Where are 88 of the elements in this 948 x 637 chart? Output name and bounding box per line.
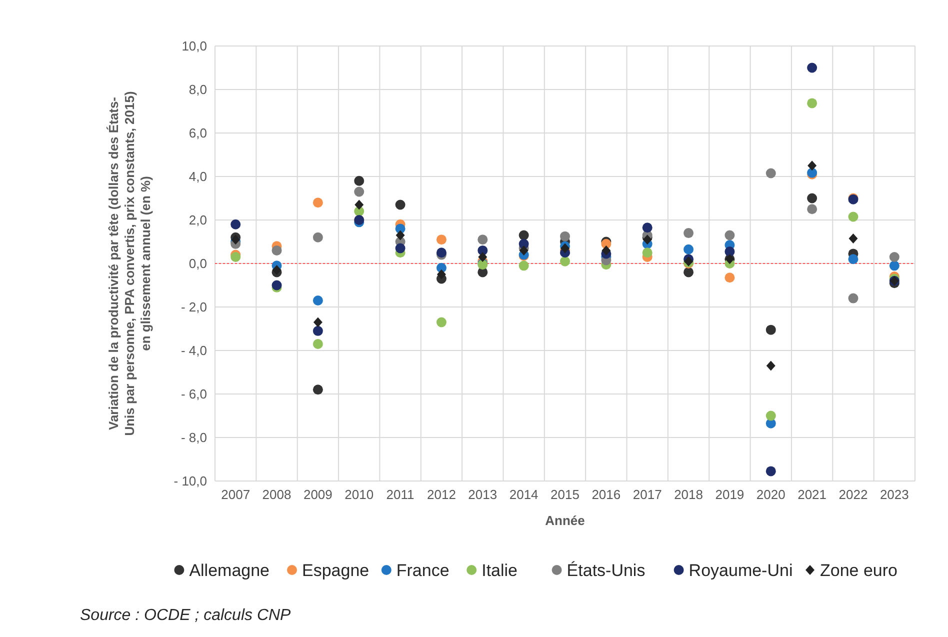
- x-tick-label: 2015: [550, 487, 580, 502]
- point: [684, 244, 694, 254]
- point: [354, 186, 364, 197]
- legend-label: Zone euro: [820, 560, 898, 580]
- point: [766, 360, 776, 371]
- y-tick-label: 2,0: [188, 212, 207, 228]
- legend-label: États-Unis: [566, 560, 646, 580]
- point: [807, 98, 818, 108]
- x-tick-label: 2022: [838, 487, 868, 502]
- y-tick-label: 4,0: [188, 169, 207, 184]
- y-tick-label: 6,0: [188, 126, 207, 141]
- point: [766, 410, 776, 421]
- point: [560, 256, 570, 266]
- y-tick-label: - 6,0: [180, 386, 207, 402]
- x-tick-label: 2010: [344, 487, 374, 502]
- point: [642, 248, 652, 258]
- x-tick-label: 2013: [468, 487, 498, 502]
- point: [354, 176, 364, 186]
- legend-label: France: [396, 560, 450, 580]
- y-tick-label: - 10,0: [174, 474, 207, 489]
- point: [312, 326, 323, 336]
- point: [395, 243, 406, 254]
- point: [602, 245, 611, 256]
- point: [560, 231, 570, 242]
- x-tick-label: 2009: [303, 487, 332, 502]
- point: [807, 204, 818, 214]
- x-tick-label: 2014: [509, 487, 538, 502]
- y-tick-label: - 2,0: [180, 300, 207, 315]
- point: [313, 317, 322, 328]
- x-tick-label: 2011: [386, 487, 414, 502]
- x-tick-label: 2008: [262, 487, 292, 502]
- point: [312, 295, 323, 306]
- point: [684, 228, 694, 238]
- source-note: Source : OCDE ; calculs CNP: [80, 607, 292, 624]
- point: [766, 324, 776, 335]
- y-tick-label: 8,0: [188, 82, 207, 98]
- point: [684, 267, 694, 278]
- x-tick-label: 2016: [592, 487, 621, 502]
- legend-label: Espagne: [302, 560, 370, 580]
- point: [889, 260, 900, 271]
- point: [766, 466, 776, 476]
- x-tick-label: 2021: [798, 487, 827, 502]
- y-tick-label: 10,0: [182, 38, 207, 54]
- x-tick-label: 2017: [632, 487, 662, 502]
- point: [312, 232, 323, 242]
- point: [395, 200, 406, 210]
- point: [272, 245, 282, 256]
- point: [848, 233, 858, 244]
- point: [642, 222, 652, 233]
- point: [436, 269, 446, 280]
- legend-label: Allemagne: [189, 560, 270, 580]
- point: [396, 230, 405, 240]
- point: [889, 252, 900, 262]
- point: [807, 62, 818, 73]
- point: [436, 234, 446, 245]
- y-tick-label: 0,0: [188, 256, 207, 272]
- point: [478, 252, 488, 262]
- x-tick-label: 2018: [674, 487, 703, 502]
- point: [766, 168, 776, 178]
- x-tick-label: 2007: [221, 487, 250, 502]
- point: [642, 234, 652, 245]
- point: [230, 219, 241, 230]
- y-tick-label: - 4,0: [180, 343, 207, 358]
- point: [808, 160, 817, 171]
- legend-label: Italie: [482, 560, 518, 580]
- point: [807, 193, 818, 204]
- point: [724, 230, 735, 240]
- point: [724, 272, 735, 283]
- point: [518, 260, 529, 271]
- point: [436, 317, 446, 328]
- point: [312, 384, 323, 395]
- point: [478, 234, 488, 245]
- point: [848, 212, 858, 222]
- point: [312, 198, 323, 208]
- point: [518, 230, 529, 240]
- point: [848, 293, 858, 304]
- x-tick-label: 2023: [880, 487, 909, 502]
- x-tick-label: 2012: [427, 487, 456, 502]
- point: [848, 254, 858, 264]
- x-tick-label: 2019: [715, 487, 744, 502]
- x-tick-label: 2020: [756, 487, 786, 502]
- x-axis-title: Année: [545, 513, 585, 528]
- point: [354, 200, 364, 210]
- point: [724, 246, 735, 257]
- point: [312, 338, 323, 349]
- legend-label: Royaume-Uni: [688, 560, 793, 580]
- y-axis-title: Variation de la productivité par tête (dollars des États- Unis par personne, PPA convertis, prix constants, 2015) en glissement annuel (en %): [106, 91, 153, 436]
- y-tick-label: - 8,0: [180, 430, 207, 446]
